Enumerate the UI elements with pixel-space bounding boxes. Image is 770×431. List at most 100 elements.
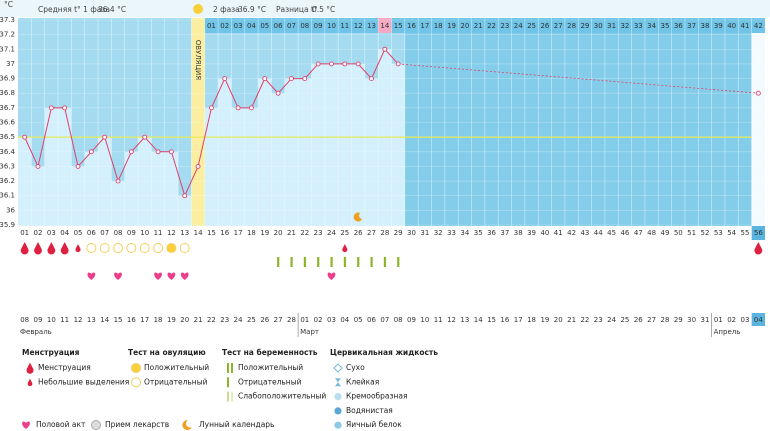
cycle-day: 11	[154, 229, 163, 237]
top-day-cell	[524, 18, 539, 33]
top-day-cell	[671, 18, 685, 33]
date: 04	[340, 316, 349, 324]
temp-column	[84, 151, 99, 226]
date: 15	[114, 316, 123, 324]
post-ovulation-day: 12	[354, 22, 363, 30]
temp-column	[244, 107, 259, 226]
pregnancy-test	[330, 257, 333, 267]
pregnancy-test	[277, 257, 280, 267]
date: 12	[74, 316, 83, 324]
pregnancy-test	[357, 257, 360, 267]
pregnancy-test	[290, 257, 293, 267]
top-day-cell	[378, 18, 392, 33]
legend-icon	[131, 363, 141, 373]
top-day-cell	[204, 18, 219, 33]
date: 27	[647, 316, 656, 324]
intercourse-mark	[87, 272, 96, 280]
legend-item: Половой акт	[36, 420, 86, 429]
legend-icon	[91, 420, 101, 430]
date: 08	[394, 316, 403, 324]
menstruation-mark	[60, 242, 69, 255]
post-ovulation-day: 24	[514, 22, 523, 30]
top-day-cell	[258, 18, 272, 33]
top-day-cell	[418, 18, 432, 33]
cycle-day: 03	[47, 229, 56, 237]
date: 01	[300, 316, 309, 324]
month-label: Апрель	[714, 328, 741, 336]
temp-column	[364, 78, 379, 226]
temp-point	[142, 134, 148, 140]
temp-point	[395, 61, 401, 67]
cycle-day: 10	[140, 229, 149, 237]
y-tick-label: 36.6	[0, 119, 16, 127]
temp-column	[111, 181, 125, 226]
cycle-day: 35	[474, 229, 483, 237]
temp-column	[164, 151, 179, 226]
date: 18	[154, 316, 163, 324]
top-day-cell	[364, 18, 379, 33]
legend-icon	[227, 391, 229, 402]
top-day-cell	[751, 18, 765, 33]
post-ovulation-day: 29	[580, 22, 589, 30]
date: 04	[754, 316, 763, 324]
post-ovulation-day: 08	[300, 22, 309, 30]
date: 03	[327, 316, 336, 324]
post-ovulation-day: 22	[487, 22, 496, 30]
post-ovulation-day: 09	[314, 22, 323, 30]
phase2-value: 36.9 °C	[238, 5, 266, 14]
y-tick-label: 36.2	[0, 177, 15, 185]
phase2-label: 2 фаза	[213, 5, 240, 14]
temp-point	[208, 105, 214, 111]
date: 25	[247, 316, 256, 324]
moon-icon	[353, 212, 363, 222]
cycle-day: 47	[634, 229, 643, 237]
legend-heading: Тест на овуляцию	[128, 348, 206, 357]
month-label: Март	[300, 328, 319, 336]
cycle-day: 54	[727, 229, 736, 237]
date: 16	[500, 316, 509, 324]
post-ovulation-day: 27	[554, 22, 563, 30]
post-ovulation-day: 38	[701, 22, 710, 30]
temp-point	[128, 149, 134, 155]
temp-column	[31, 166, 45, 226]
cycle-day: 31	[420, 229, 429, 237]
cycle-day: 13	[180, 229, 189, 237]
top-day-cell	[631, 18, 645, 33]
y-tick-label: 36	[6, 206, 15, 214]
legend-icon	[335, 378, 341, 387]
cycle-day: 52	[701, 229, 710, 237]
date: 13	[460, 316, 469, 324]
date: 22	[207, 316, 216, 324]
post-ovulation-day: 18	[434, 22, 443, 30]
temp-column	[138, 137, 152, 226]
cycle-day: 32	[434, 229, 443, 237]
legend-icon	[182, 419, 192, 430]
temp-point	[342, 61, 348, 67]
cycle-day: 40	[540, 229, 549, 237]
post-ovulation-day: 34	[647, 22, 656, 30]
date: 24	[607, 316, 616, 324]
top-day-cell	[498, 18, 512, 33]
temp-column	[71, 166, 85, 226]
intercourse-mark	[114, 272, 122, 280]
post-ovulation-day: 14	[380, 22, 389, 30]
legend-heading: Тест на беременность	[222, 348, 318, 357]
temp-point	[275, 90, 281, 96]
cycle-day: 21	[287, 229, 296, 237]
top-day-cell	[244, 18, 259, 33]
cycle-day: 27	[367, 229, 376, 237]
pregnancy-test	[303, 257, 306, 267]
top-day-cell	[484, 18, 499, 33]
date: 26	[260, 316, 269, 324]
diff-value: 0.5 °C	[312, 5, 335, 14]
cycle-day: 49	[660, 229, 669, 237]
date: 16	[127, 316, 136, 324]
y-tick-label: 36.5	[0, 133, 15, 141]
pregnancy-test	[317, 257, 320, 267]
temp-column	[18, 137, 32, 226]
top-day-cell	[271, 18, 285, 33]
top-day-cell	[338, 18, 352, 33]
y-tick-label: 36.3	[0, 162, 15, 170]
temp-column	[218, 78, 232, 226]
